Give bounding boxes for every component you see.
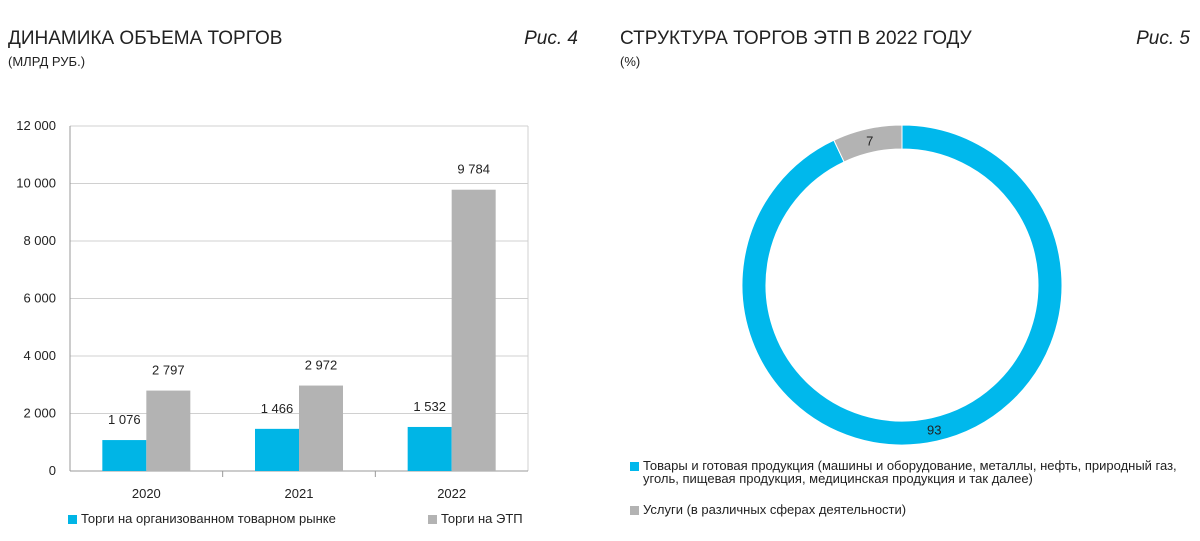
- x-tick-label: 2020: [132, 486, 161, 501]
- donut-segment: [833, 124, 903, 163]
- x-tick-label: 2021: [285, 486, 314, 501]
- legend-label: Торги на ЭТП: [441, 511, 523, 526]
- legend-swatch: [68, 515, 77, 524]
- y-tick-label: 4 000: [23, 348, 56, 363]
- bar: [451, 189, 496, 471]
- y-tick-label: 12 000: [16, 118, 56, 133]
- legend-entry: Торги на ЭТП: [428, 512, 523, 525]
- value-label: 2 797: [152, 363, 185, 378]
- legend-swatch: [630, 506, 639, 515]
- chart-subtitle: (МЛРД РУБ.): [8, 54, 85, 69]
- legend-swatch: [428, 515, 437, 524]
- value-label: 1 076: [108, 412, 141, 427]
- legend-label: Услуги (в различных сферах деятельности): [643, 502, 907, 517]
- chart-title: ДИНАМИКА ОБЪЕМА ТОРГОВ: [8, 28, 282, 49]
- y-tick-label: 2 000: [23, 406, 56, 421]
- bar: [299, 385, 343, 471]
- y-tick-label: 0: [49, 463, 56, 478]
- value-label: 1 466: [261, 401, 294, 416]
- value-label: 2 972: [305, 358, 338, 373]
- legend-entry: Торги на организованном товарном рынке: [68, 512, 336, 525]
- value-label: 7: [866, 134, 873, 149]
- figure-label: Рис. 4: [524, 28, 578, 49]
- value-label: 1 532: [413, 399, 446, 414]
- chart-title: СТРУКТУРА ТОРГОВ ЭТП В 2022 ГОДУ: [620, 28, 973, 49]
- bar: [102, 440, 147, 471]
- legend-label: Товары и готовая продукция (машины и обо…: [643, 458, 1177, 486]
- y-tick-label: 6 000: [23, 291, 56, 306]
- donut-segment: [741, 124, 1063, 446]
- figure-label: Рис. 5: [1136, 28, 1190, 49]
- legend-entry: Товары и готовая продукция (машины и обо…: [630, 459, 1190, 485]
- x-tick-label: 2022: [437, 486, 466, 501]
- chart-subtitle: (%): [620, 54, 640, 69]
- legend-swatch: [630, 462, 639, 471]
- y-tick-label: 10 000: [16, 176, 56, 191]
- value-label: 93: [927, 422, 941, 437]
- bar: [407, 426, 452, 471]
- bar: [146, 390, 191, 471]
- value-label: 9 784: [457, 162, 490, 177]
- legend-entry: Услуги (в различных сферах деятельности): [630, 503, 1190, 516]
- y-tick-label: 8 000: [23, 233, 56, 248]
- legend-label: Торги на организованном товарном рынке: [81, 511, 336, 526]
- bar: [255, 428, 299, 471]
